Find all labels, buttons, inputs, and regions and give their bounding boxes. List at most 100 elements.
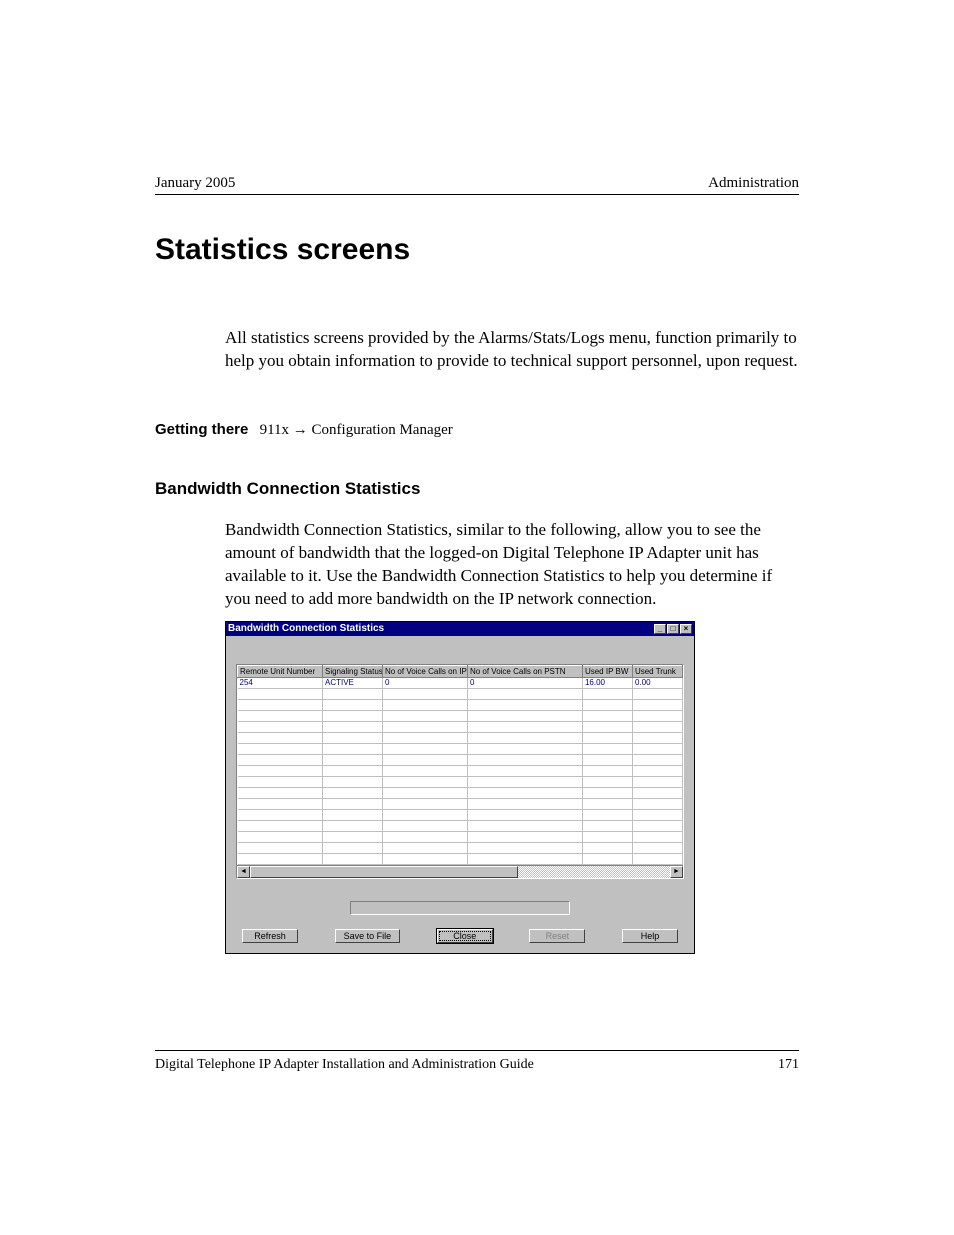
table-cell — [582, 699, 632, 710]
close-icon[interactable]: × — [680, 624, 692, 634]
scroll-left-icon[interactable]: ◄ — [237, 866, 250, 878]
scroll-track[interactable] — [518, 866, 670, 878]
table-row — [238, 842, 683, 853]
footer-title: Digital Telephone IP Adapter Installatio… — [155, 1057, 534, 1073]
table-cell: 0.00 — [632, 677, 682, 688]
table-cell — [382, 776, 467, 787]
column-header[interactable]: Used Trunk — [632, 665, 682, 677]
table-cell — [632, 721, 682, 732]
column-header[interactable]: Remote Unit Number — [238, 665, 323, 677]
table-cell — [467, 743, 582, 754]
stats-table: Remote Unit NumberSignaling StatusNo of … — [237, 665, 683, 865]
refresh-button[interactable]: Refresh — [242, 929, 298, 943]
table-cell — [467, 831, 582, 842]
table-cell — [467, 688, 582, 699]
footer-page-number: 171 — [778, 1057, 799, 1073]
table-cell — [322, 699, 382, 710]
header-date: January 2005 — [155, 175, 235, 192]
table-cell — [382, 853, 467, 864]
table-cell — [238, 732, 323, 743]
table-cell — [382, 688, 467, 699]
table-cell — [382, 787, 467, 798]
window-titlebar[interactable]: Bandwidth Connection Statistics _ □ × — [226, 622, 694, 636]
table-header-row: Remote Unit NumberSignaling StatusNo of … — [238, 665, 683, 677]
table-cell — [632, 820, 682, 831]
table-cell — [238, 842, 323, 853]
body-paragraph: Bandwidth Connection Statistics, similar… — [225, 519, 799, 611]
table-cell — [582, 721, 632, 732]
table-row — [238, 721, 683, 732]
table-row — [238, 809, 683, 820]
window-title: Bandwidth Connection Statistics — [228, 623, 384, 634]
table-cell — [582, 831, 632, 842]
table-cell — [467, 732, 582, 743]
table-cell — [238, 809, 323, 820]
table-cell — [238, 765, 323, 776]
table-cell — [582, 798, 632, 809]
table-cell — [238, 798, 323, 809]
table-cell — [322, 765, 382, 776]
header-section: Administration — [708, 175, 799, 192]
table-cell — [467, 754, 582, 765]
table-cell — [467, 699, 582, 710]
column-header[interactable]: Used IP BW — [582, 665, 632, 677]
scroll-thumb[interactable] — [250, 866, 518, 878]
column-header[interactable]: No of Voice Calls on PSTN — [467, 665, 582, 677]
table-cell: 0 — [382, 677, 467, 688]
getting-there-text: 911x → Configuration Manager — [260, 422, 453, 438]
table-cell — [632, 754, 682, 765]
table-cell — [582, 853, 632, 864]
table-cell — [582, 754, 632, 765]
table-cell — [467, 842, 582, 853]
intro-paragraph: All statistics screens provided by the A… — [225, 327, 799, 373]
table-cell — [322, 842, 382, 853]
horizontal-scrollbar[interactable]: ◄ ► — [237, 865, 683, 878]
table-cell — [238, 754, 323, 765]
table-cell — [582, 732, 632, 743]
table-cell — [382, 710, 467, 721]
table-cell: 16.00 — [582, 677, 632, 688]
table-cell — [322, 776, 382, 787]
table-cell — [238, 831, 323, 842]
table-row — [238, 732, 683, 743]
table-cell — [238, 743, 323, 754]
column-header[interactable]: Signaling Status — [322, 665, 382, 677]
table-row — [238, 710, 683, 721]
table-cell — [322, 688, 382, 699]
table-row[interactable]: 254ACTIVE0016.000.00 — [238, 677, 683, 688]
table-cell — [467, 798, 582, 809]
table-cell — [582, 787, 632, 798]
table-cell — [467, 809, 582, 820]
running-head: January 2005 Administration — [155, 175, 799, 195]
table-cell — [322, 798, 382, 809]
table-cell — [382, 831, 467, 842]
table-cell — [467, 721, 582, 732]
table-cell — [582, 743, 632, 754]
table-cell — [382, 765, 467, 776]
table-cell — [322, 787, 382, 798]
table-cell — [238, 820, 323, 831]
table-cell — [322, 754, 382, 765]
help-button[interactable]: Help — [622, 929, 678, 943]
table-cell — [467, 820, 582, 831]
close-button[interactable]: Close — [437, 929, 493, 943]
table-cell — [322, 809, 382, 820]
stats-window: Bandwidth Connection Statistics _ □ × Re… — [225, 621, 695, 954]
maximize-icon[interactable]: □ — [667, 624, 679, 634]
minimize-icon[interactable]: _ — [654, 624, 666, 634]
page-footer: Digital Telephone IP Adapter Installatio… — [155, 1050, 799, 1073]
table-cell — [322, 831, 382, 842]
table-cell — [632, 732, 682, 743]
save-to-file-button[interactable]: Save to File — [335, 929, 401, 943]
scroll-right-icon[interactable]: ► — [670, 866, 683, 878]
stats-table-wrap: Remote Unit NumberSignaling StatusNo of … — [236, 664, 684, 879]
table-row — [238, 820, 683, 831]
table-cell — [632, 765, 682, 776]
table-cell — [632, 743, 682, 754]
section-heading: Bandwidth Connection Statistics — [155, 479, 799, 499]
table-cell — [582, 710, 632, 721]
column-header[interactable]: No of Voice Calls on IP — [382, 665, 467, 677]
table-cell — [322, 732, 382, 743]
table-cell: ACTIVE — [322, 677, 382, 688]
table-cell — [582, 820, 632, 831]
